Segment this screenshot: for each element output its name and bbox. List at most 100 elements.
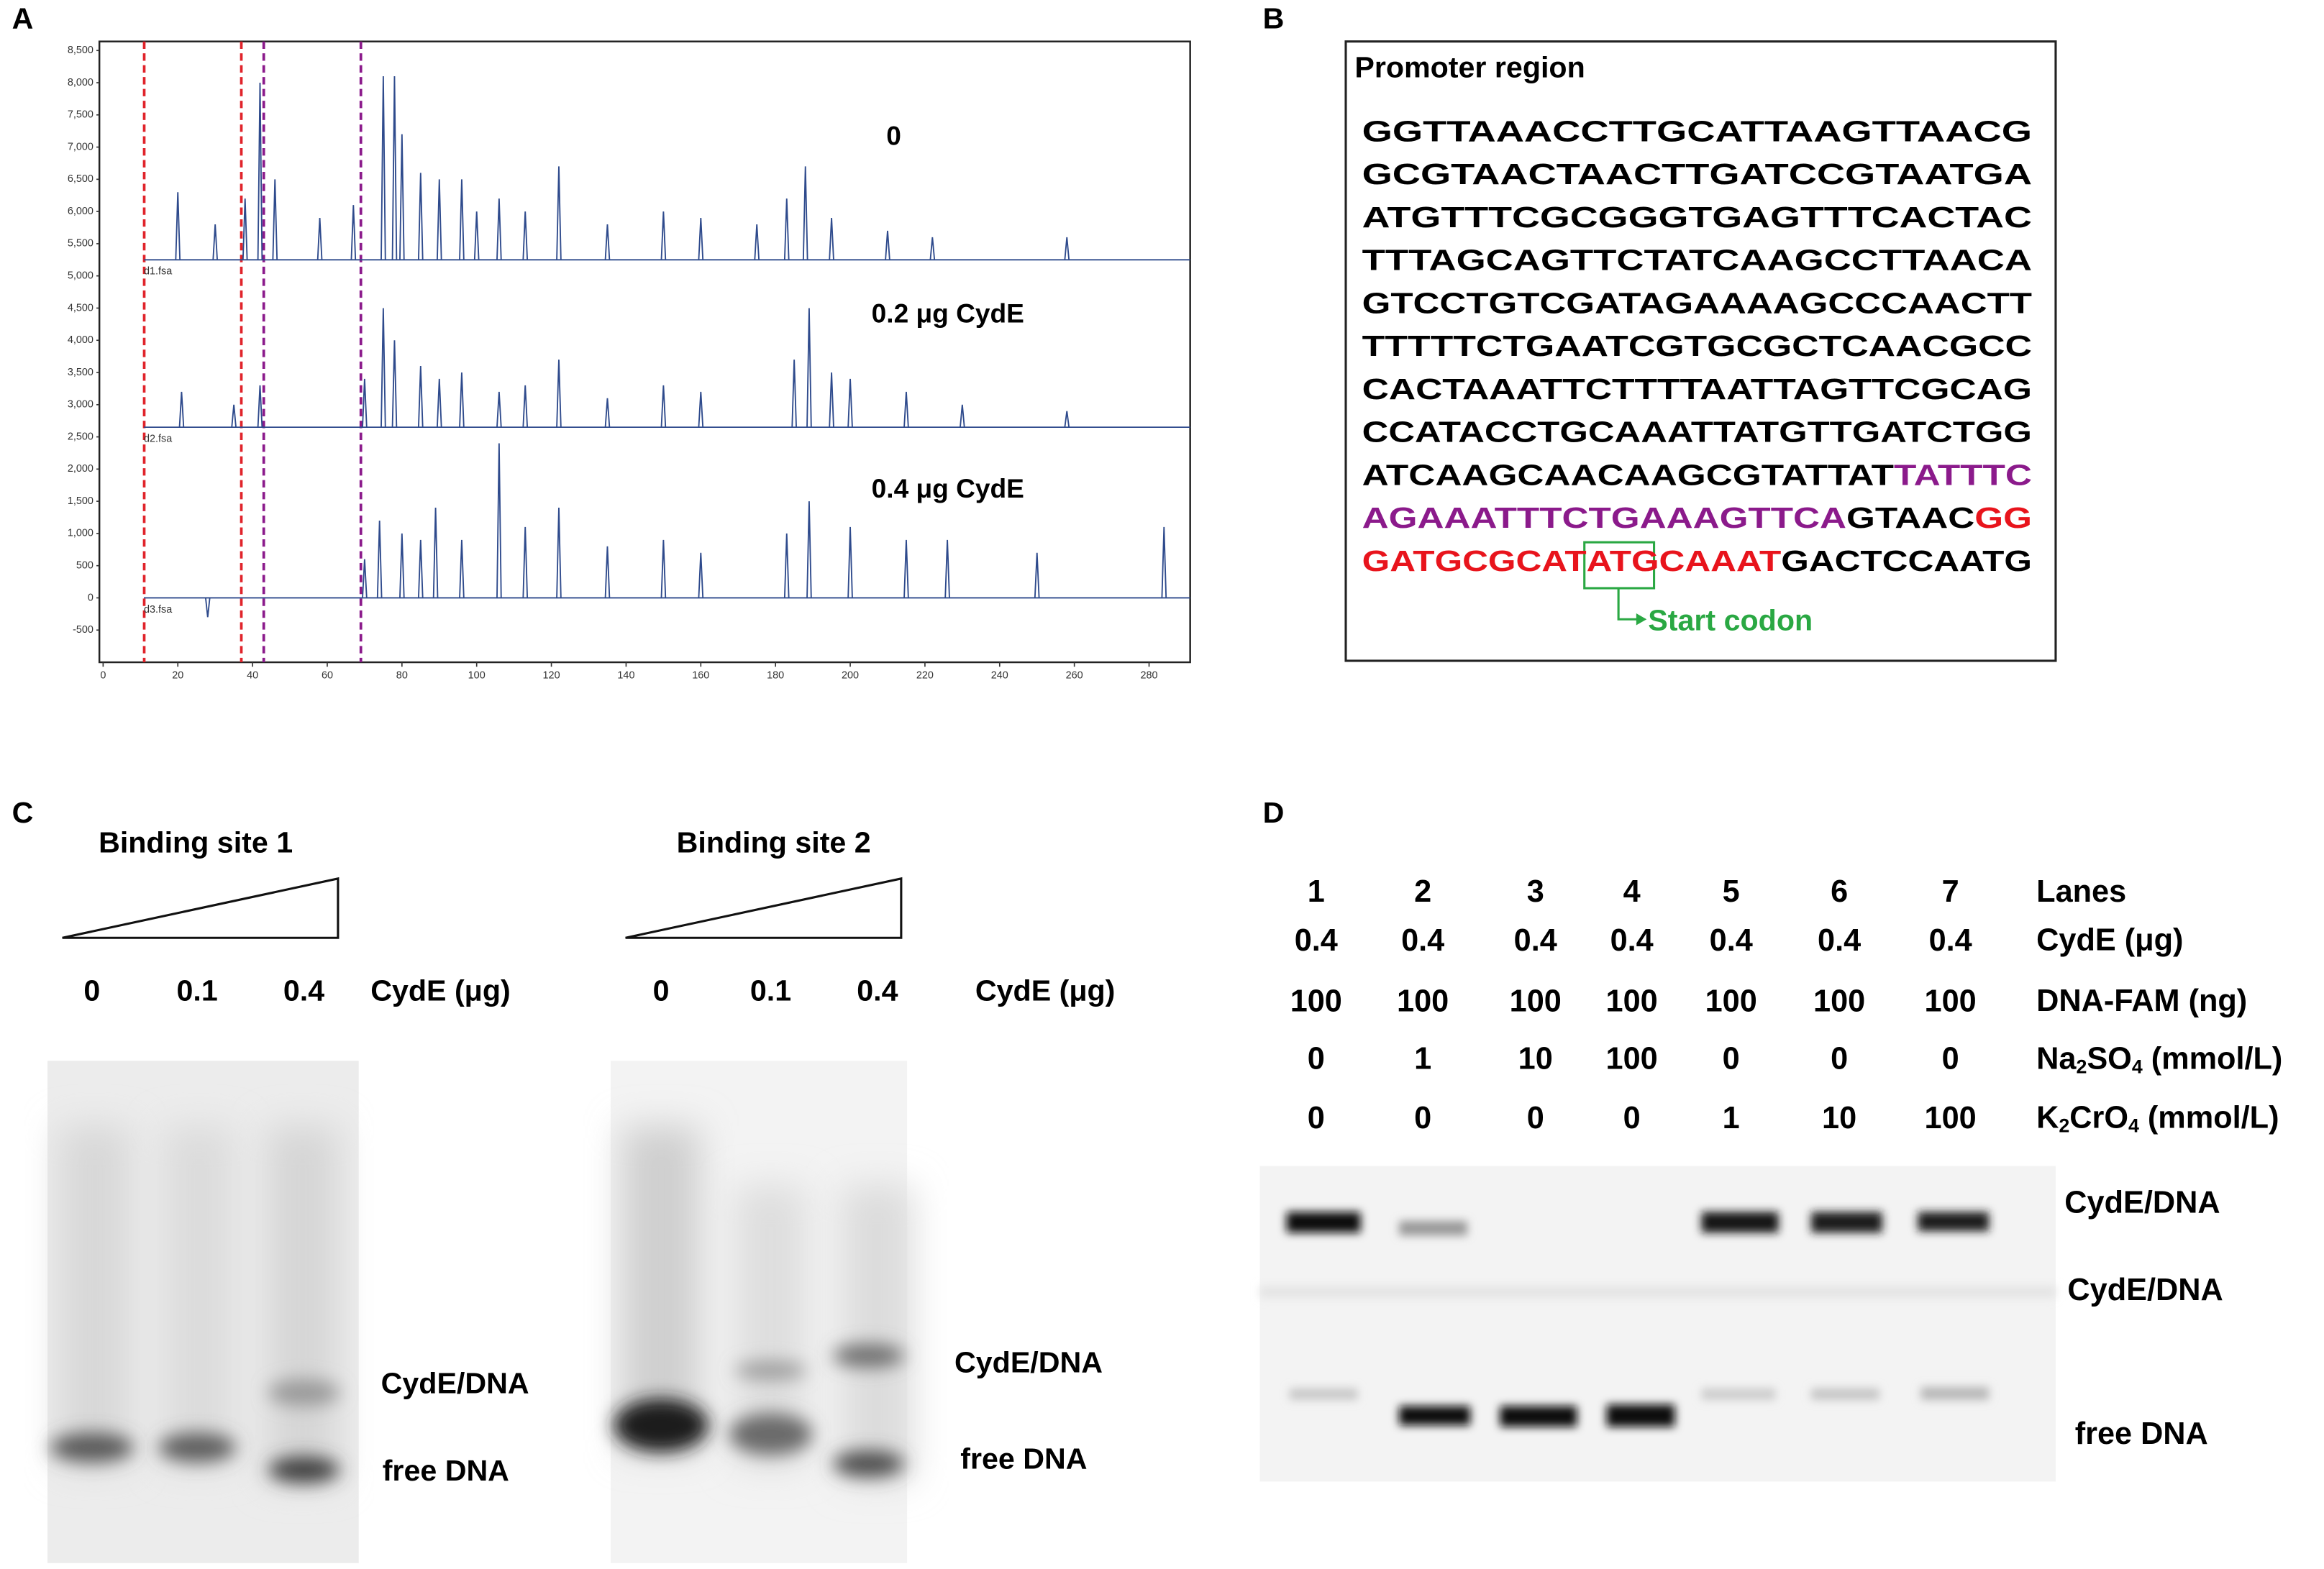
condition-value: 0 xyxy=(1414,1101,1431,1135)
gradient-triangle xyxy=(62,877,340,939)
lane-number: 1 xyxy=(1308,874,1325,909)
sequence-line: AGAAATTTCTGAAAGTTCA GTAAC GG xyxy=(1362,501,2032,534)
trace-peak xyxy=(1034,552,1040,598)
sequence-line: TTTTTCTGAATCGTGCGCTCAACGCC xyxy=(1362,329,2032,362)
trace-peak xyxy=(604,224,611,260)
trace-peak xyxy=(496,391,502,428)
sequence-segment: CAAAT xyxy=(1659,544,1782,577)
band-label: CydE/DNA xyxy=(2064,1186,2220,1220)
trace-peak xyxy=(1064,237,1070,260)
y-tick-label: 4,000 xyxy=(68,334,94,346)
sequence-segment: TTTTTCTGAATCGTGCGCTCAACGCC xyxy=(1362,329,2032,362)
dose-label: 0.4 xyxy=(857,974,898,1007)
trace-peak xyxy=(436,378,442,428)
trace-peak xyxy=(522,526,529,598)
panel-label: B xyxy=(1263,2,1285,35)
condition-value: 10 xyxy=(1518,1042,1553,1076)
gel-image xyxy=(1259,1166,2056,1482)
trace-peak xyxy=(1064,411,1070,428)
start-codon-arrowhead xyxy=(1636,613,1647,626)
trace-label: 0.4 μg CydE xyxy=(872,473,1024,503)
trace-peak xyxy=(175,192,181,260)
trace-peak xyxy=(556,508,562,598)
trace-peak xyxy=(399,533,405,598)
y-tick-label: 3,500 xyxy=(68,367,94,378)
trace-peak xyxy=(257,385,263,428)
condition-value: 100 xyxy=(1705,984,1757,1018)
x-tick-label: 20 xyxy=(172,669,183,681)
condition-value: 0.4 xyxy=(1710,923,1753,958)
condition-label: Na2SO4 (mmol/L) xyxy=(2036,1042,2282,1077)
band-label: CydE/DNA xyxy=(381,1366,529,1399)
condition-label: CydE (μg) xyxy=(2036,923,2183,958)
sequence-segment: TATTTC xyxy=(1894,458,2032,491)
trace-peak xyxy=(496,443,502,598)
condition-value: 0.4 xyxy=(1401,923,1444,958)
gradient-triangle xyxy=(625,877,903,939)
x-tick-label: 100 xyxy=(468,669,486,681)
trace-peak xyxy=(791,360,797,428)
trace-peak xyxy=(391,340,398,428)
trace-peak xyxy=(556,360,562,428)
trace-file-label: d3.fsa xyxy=(144,604,173,616)
condition-value: 0 xyxy=(1527,1101,1544,1135)
band-label: CydE/DNA xyxy=(2067,1273,2223,1307)
trace-peak xyxy=(783,198,790,260)
dose-axis-label: CydE (μg) xyxy=(370,974,511,1007)
y-tick-label: 4,500 xyxy=(68,302,94,314)
trace-label: 0 xyxy=(886,120,901,150)
condition-value: 0.4 xyxy=(1295,923,1338,958)
x-tick-label: 200 xyxy=(842,669,859,681)
condition-value: 1 xyxy=(1414,1042,1431,1076)
plot-frame xyxy=(98,40,1191,664)
lane-number: 4 xyxy=(1623,874,1641,909)
x-tick-label: 40 xyxy=(247,669,258,681)
band-label: free DNA xyxy=(960,1442,1087,1475)
y-tick-label: 8,500 xyxy=(68,45,94,56)
y-tick-label: 6,000 xyxy=(68,206,94,217)
sequence-line: CCATACCTGCAAATTATGTTGATCTGG xyxy=(1362,416,2032,449)
trace-peak xyxy=(417,173,424,260)
sequence-segment: GGTTAAACCTTGCATTAAGTTAACG xyxy=(1362,114,2032,147)
trace-peak xyxy=(885,230,890,260)
trace-peak xyxy=(660,385,667,428)
sequence-line: GCGTAACTAACTTGATCCGTAATGA xyxy=(1362,157,2032,191)
gel-title: Binding site 2 xyxy=(677,825,871,859)
lane-number: 7 xyxy=(1942,874,1959,909)
trace-peak xyxy=(496,198,502,260)
sequence-segment: ATG xyxy=(1587,544,1659,577)
trace-file-label: d1.fsa xyxy=(144,266,173,278)
condition-label: K2CrO4 (mmol/L) xyxy=(2036,1101,2279,1136)
x-tick-label: 280 xyxy=(1140,669,1157,681)
sequence-segment: ATGTTTCGCGGGTGAGTTTCACTAC xyxy=(1362,201,2032,234)
dose-label: 0.4 xyxy=(283,974,324,1007)
y-tick-label: 2,000 xyxy=(68,463,94,475)
label-part: (mmol/L) xyxy=(2139,1101,2279,1135)
condition-value: 100 xyxy=(1606,1042,1658,1076)
condition-value: 0 xyxy=(1623,1101,1641,1135)
sequence-segment: GG xyxy=(1974,501,2032,534)
trace-peak xyxy=(362,559,368,598)
trace-peak xyxy=(802,166,808,260)
trace-peak xyxy=(436,179,442,260)
trace-peak xyxy=(381,76,386,260)
y-tick-label: 5,500 xyxy=(68,238,94,250)
label-part: (mmol/L) xyxy=(2143,1042,2283,1076)
trace-peak xyxy=(459,372,465,428)
start-codon-label: Start codon xyxy=(1648,603,1813,636)
trace-peak xyxy=(660,539,667,598)
sequence-segment: GATGCGCAT xyxy=(1362,544,1587,577)
y-tick-label: 6,500 xyxy=(68,173,94,185)
x-tick-label: 60 xyxy=(322,669,333,681)
trace-peak xyxy=(417,539,424,598)
trace-file-label: d2.fsa xyxy=(144,433,173,444)
sequence-segment: AGAAATTTCTGAAAGTTCA xyxy=(1362,501,1846,534)
trace-peak xyxy=(381,308,386,428)
condition-label: DNA-FAM (ng) xyxy=(2036,984,2247,1018)
trace-peak xyxy=(698,391,704,428)
trace-peak xyxy=(459,179,465,260)
trace-peak xyxy=(903,391,909,428)
label-part: CrO xyxy=(2069,1101,2128,1135)
